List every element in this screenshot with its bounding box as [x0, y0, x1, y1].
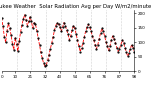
Title: Milwaukee Weather  Solar Radiation Avg per Day W/m2/minute: Milwaukee Weather Solar Radiation Avg pe… [0, 4, 152, 9]
